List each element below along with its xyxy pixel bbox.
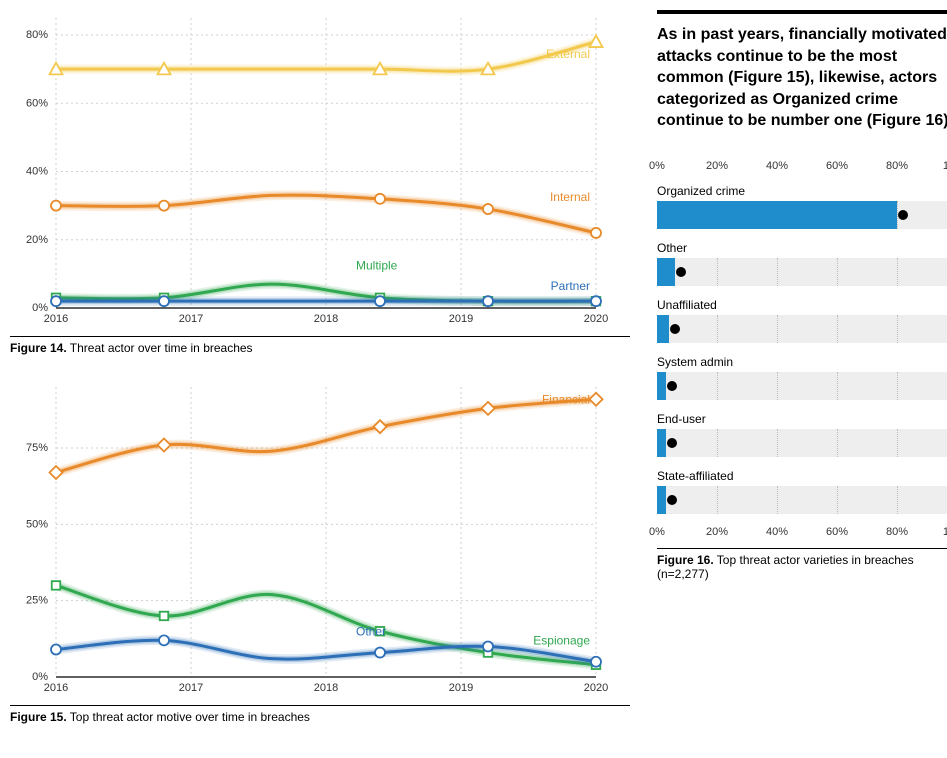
figure16-axis: 0%20%40%60%80%100% (657, 526, 947, 542)
figure16-bar-dot (670, 324, 680, 334)
figure15-caption-text: Top threat actor motive over time in bre… (67, 710, 310, 724)
figure16-bar-label: System admin (657, 355, 947, 369)
figure16-bar-dot (667, 495, 677, 505)
svg-text:25%: 25% (26, 595, 48, 607)
figure15-series-label-other: Other (356, 624, 386, 638)
figure14-series-label-partner: Partner (551, 279, 590, 293)
figure16-bar-fill (657, 486, 666, 514)
figure15-chart: 0%25%50%75%20162017201820192020Financial… (10, 379, 630, 699)
svg-text:80%: 80% (26, 29, 48, 41)
figure15-caption: Figure 15. Top threat actor motive over … (10, 705, 630, 724)
svg-text:2016: 2016 (44, 313, 68, 325)
figure16-bar-label: Organized crime (657, 184, 947, 198)
svg-text:2019: 2019 (449, 682, 473, 694)
figure15-series-label-espionage: Espionage (533, 634, 590, 648)
figure16-bar-label: State-affiliated (657, 469, 947, 483)
svg-text:2019: 2019 (449, 313, 473, 325)
figure14-caption: Figure 14. Threat actor over time in bre… (10, 336, 630, 355)
figure16-bar-5: State-affiliated (657, 469, 947, 514)
svg-text:2020: 2020 (584, 682, 608, 694)
figure16-bar-3: System admin (657, 355, 947, 400)
figure16-bar-fill (657, 201, 897, 229)
figure14-chart: 0%20%40%60%80%20162017201820192020Extern… (10, 10, 630, 330)
svg-text:20%: 20% (26, 234, 48, 246)
svg-text:75%: 75% (26, 442, 48, 454)
figure16-bar-fill (657, 258, 675, 286)
svg-text:2018: 2018 (314, 313, 338, 325)
figure16-bar-dot (898, 210, 908, 220)
figure16-bar-dot (667, 381, 677, 391)
figure16-bar-fill (657, 315, 669, 343)
figure16-bar-label: Unaffiliated (657, 298, 947, 312)
figure15-caption-prefix: Figure 15. (10, 710, 67, 724)
svg-text:50%: 50% (26, 518, 48, 530)
figure16-bar-2: Unaffiliated (657, 298, 947, 343)
figure14-series-label-multiple: Multiple (356, 258, 398, 272)
svg-text:2017: 2017 (179, 682, 203, 694)
figure16-bar-0: Organized crime (657, 184, 947, 229)
figure16-bar-4: End-user (657, 412, 947, 457)
figure16-bar-label: End-user (657, 412, 947, 426)
svg-text:2020: 2020 (584, 313, 608, 325)
figure16-bar-dot (667, 438, 677, 448)
figure16-caption: Figure 16. Top threat actor varieties in… (657, 548, 947, 581)
figure16-bar-fill (657, 429, 666, 457)
figure16-bar-label: Other (657, 241, 947, 255)
figure16-chart: 0%20%40%60%80%100% Organized crime Other Un… (657, 160, 947, 542)
svg-text:2018: 2018 (314, 682, 338, 694)
figure14-caption-prefix: Figure 14. (10, 341, 67, 355)
svg-text:60%: 60% (26, 97, 48, 109)
figure14-series-label-external: External (546, 47, 590, 61)
figure14-series-label-internal: Internal (550, 190, 590, 204)
figure16-axis: 0%20%40%60%80%100% (657, 160, 947, 176)
figure16-caption-prefix: Figure 16. (657, 553, 714, 567)
svg-text:2016: 2016 (44, 682, 68, 694)
figure14-caption-text: Threat actor over time in breaches (67, 341, 253, 355)
figure16-bar-dot (676, 267, 686, 277)
callout-text: As in past years, financially motivated … (657, 24, 947, 132)
svg-text:40%: 40% (26, 166, 48, 178)
svg-text:2017: 2017 (179, 313, 203, 325)
figure16-bar-1: Other (657, 241, 947, 286)
figure16-bar-fill (657, 372, 666, 400)
figure15-series-label-financial: Financial (542, 392, 590, 406)
callout-rule (657, 10, 947, 14)
